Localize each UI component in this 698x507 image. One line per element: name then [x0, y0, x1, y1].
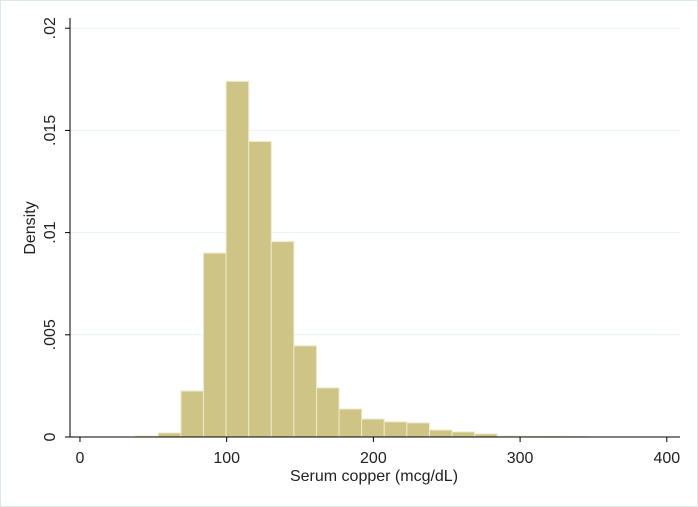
x-tick-label: 0 — [76, 450, 85, 467]
bar — [361, 418, 385, 438]
x-tick-label: 200 — [360, 450, 387, 467]
bar — [248, 140, 272, 438]
y-tick-label: .015 — [42, 115, 59, 146]
bar — [157, 432, 182, 438]
bar — [451, 431, 476, 438]
bar — [180, 390, 205, 438]
y-tick-label: .005 — [42, 319, 59, 350]
x-tick-label: 100 — [213, 450, 240, 467]
bar — [270, 241, 295, 438]
bar — [203, 252, 227, 438]
y-tick-label: .02 — [42, 17, 59, 39]
bar — [406, 422, 430, 438]
y-tick-label: 0 — [42, 432, 59, 441]
plot-area — [70, 18, 680, 437]
bar — [383, 421, 408, 438]
x-axis-label: Serum copper (mcg/dL) — [290, 468, 458, 485]
bar — [428, 429, 453, 438]
y-tick-label: .01 — [42, 221, 59, 243]
bar — [225, 80, 250, 438]
x-tick-label: 300 — [507, 450, 534, 467]
bar — [315, 387, 340, 438]
bar — [293, 345, 317, 438]
x-tick-label: 400 — [653, 450, 680, 467]
y-axis-label: Density — [22, 201, 39, 254]
bar — [338, 408, 363, 438]
